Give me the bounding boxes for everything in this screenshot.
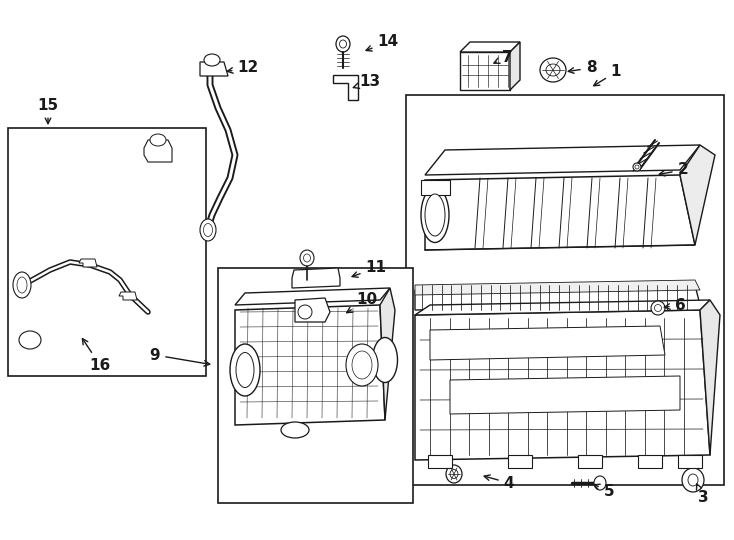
Polygon shape	[638, 455, 662, 468]
Ellipse shape	[17, 277, 27, 293]
Polygon shape	[428, 455, 452, 468]
Ellipse shape	[651, 301, 665, 315]
Text: 7: 7	[494, 50, 512, 64]
Polygon shape	[460, 42, 520, 52]
Polygon shape	[415, 285, 700, 310]
Ellipse shape	[682, 468, 704, 492]
Polygon shape	[460, 52, 510, 90]
Text: 3: 3	[697, 484, 708, 505]
Bar	[8, 128, 206, 376]
Ellipse shape	[13, 272, 31, 298]
Ellipse shape	[450, 469, 458, 478]
Polygon shape	[425, 175, 695, 250]
Polygon shape	[700, 300, 720, 455]
Polygon shape	[578, 455, 602, 468]
Polygon shape	[333, 75, 358, 100]
Ellipse shape	[303, 254, 310, 262]
Ellipse shape	[425, 194, 445, 236]
Ellipse shape	[633, 163, 641, 171]
Ellipse shape	[298, 305, 312, 319]
Ellipse shape	[540, 58, 566, 82]
Ellipse shape	[372, 338, 398, 382]
Ellipse shape	[352, 351, 372, 379]
Polygon shape	[292, 268, 340, 288]
Polygon shape	[415, 280, 700, 295]
Polygon shape	[425, 145, 700, 175]
Polygon shape	[200, 62, 228, 76]
Ellipse shape	[446, 465, 462, 483]
Text: 9: 9	[150, 348, 210, 366]
Ellipse shape	[200, 219, 216, 241]
Ellipse shape	[204, 54, 220, 66]
Bar	[406, 95, 724, 485]
Ellipse shape	[19, 331, 41, 349]
Ellipse shape	[546, 64, 560, 76]
Text: 2: 2	[659, 163, 688, 178]
Ellipse shape	[203, 224, 213, 237]
Ellipse shape	[421, 187, 449, 242]
Ellipse shape	[150, 134, 166, 146]
Text: 4: 4	[484, 475, 515, 490]
Ellipse shape	[594, 476, 606, 490]
Bar	[218, 268, 413, 503]
Ellipse shape	[300, 250, 314, 266]
Polygon shape	[235, 288, 390, 305]
Polygon shape	[508, 455, 532, 468]
Ellipse shape	[281, 422, 309, 438]
Ellipse shape	[688, 474, 698, 486]
Ellipse shape	[230, 344, 260, 396]
Polygon shape	[678, 455, 702, 468]
Polygon shape	[144, 140, 172, 162]
Text: 14: 14	[366, 35, 399, 51]
Polygon shape	[380, 288, 395, 420]
Text: 6: 6	[664, 298, 686, 313]
Ellipse shape	[346, 344, 378, 386]
Text: 5: 5	[594, 483, 614, 498]
Text: 1: 1	[594, 64, 621, 86]
Polygon shape	[295, 298, 330, 322]
Text: 13: 13	[353, 75, 380, 90]
Polygon shape	[235, 305, 385, 425]
Text: 8: 8	[568, 60, 596, 76]
Text: 15: 15	[37, 98, 59, 124]
Text: 12: 12	[228, 60, 258, 76]
Polygon shape	[79, 259, 97, 267]
Polygon shape	[415, 300, 710, 315]
Polygon shape	[421, 180, 450, 195]
Ellipse shape	[655, 305, 661, 312]
Polygon shape	[450, 376, 680, 414]
Text: 11: 11	[352, 260, 387, 278]
Polygon shape	[415, 310, 710, 460]
Ellipse shape	[336, 36, 350, 52]
Polygon shape	[680, 145, 715, 245]
Polygon shape	[510, 42, 520, 90]
Polygon shape	[119, 292, 137, 300]
Ellipse shape	[635, 165, 639, 169]
Text: 16: 16	[82, 339, 111, 373]
Polygon shape	[430, 326, 665, 360]
Ellipse shape	[236, 353, 254, 388]
Text: 10: 10	[346, 293, 377, 313]
Ellipse shape	[340, 40, 346, 48]
